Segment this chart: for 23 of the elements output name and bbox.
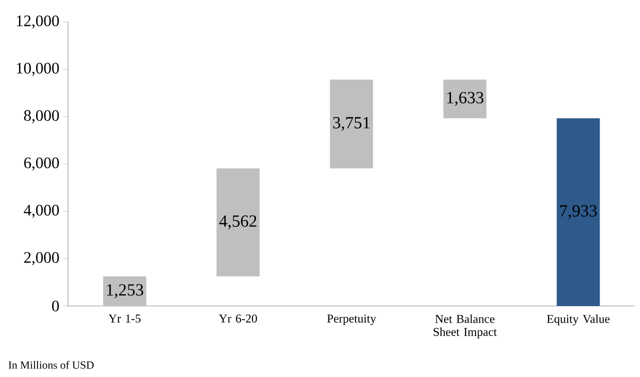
- x-tick-label: Perpetuity: [327, 314, 376, 326]
- bar: [330, 80, 374, 168]
- y-tick-label: 4,000: [24, 204, 59, 218]
- bar: [556, 118, 600, 306]
- y-tick-label: 0: [52, 300, 59, 312]
- y-tick-label: 8,000: [24, 110, 59, 124]
- x-tick-label: Net Balance Sheet Impact: [434, 314, 497, 338]
- bar: [103, 276, 146, 306]
- data-label: 1,633: [447, 92, 484, 106]
- x-tick-label: Yr 6-20: [218, 314, 257, 323]
- y-tick-label: 12,000: [16, 15, 59, 29]
- data-label: 3,751: [333, 117, 370, 131]
- data-label: 7,933: [560, 205, 597, 220]
- x-tick-label: Yr 1-5: [108, 314, 141, 323]
- text: In Millions of USD: [8, 360, 94, 369]
- x-tick-label: Equity Value: [546, 314, 610, 326]
- data-label: 1,253: [107, 284, 144, 298]
- data-label: 4,562: [219, 215, 256, 230]
- y-tick-label: 2,000: [24, 252, 59, 266]
- bar: [216, 168, 260, 276]
- y-tick-label: 10,000: [16, 62, 59, 76]
- bar: [443, 80, 486, 118]
- y-tick-label: 6,000: [24, 157, 59, 171]
